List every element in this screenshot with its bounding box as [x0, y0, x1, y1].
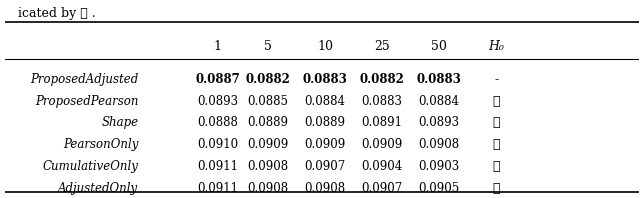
- Text: 1: 1: [214, 40, 221, 53]
- Text: ✗: ✗: [492, 95, 500, 108]
- Text: icated by ✓ .: icated by ✓ .: [18, 7, 96, 20]
- Text: 0.0893: 0.0893: [197, 95, 238, 108]
- Text: 0.0882: 0.0882: [246, 73, 291, 86]
- Text: 0.0909: 0.0909: [248, 138, 289, 151]
- Text: 0.0908: 0.0908: [248, 160, 289, 173]
- Text: 0.0885: 0.0885: [248, 95, 289, 108]
- Text: 0.0884: 0.0884: [419, 95, 460, 108]
- Text: Shape: Shape: [101, 116, 138, 129]
- Text: 0.0905: 0.0905: [419, 182, 460, 195]
- Text: ProposedPearson: ProposedPearson: [35, 95, 138, 108]
- Text: 5: 5: [264, 40, 272, 53]
- Text: 0.0911: 0.0911: [197, 182, 238, 195]
- Text: ✓: ✓: [492, 138, 500, 151]
- Text: 0.0911: 0.0911: [197, 160, 238, 173]
- Text: 0.0909: 0.0909: [362, 138, 403, 151]
- Text: 0.0904: 0.0904: [362, 160, 403, 173]
- Text: PearsonOnly: PearsonOnly: [63, 138, 138, 151]
- Text: 25: 25: [374, 40, 390, 53]
- Text: 0.0908: 0.0908: [419, 138, 460, 151]
- Text: 0.0889: 0.0889: [305, 116, 346, 129]
- Text: 0.0893: 0.0893: [419, 116, 460, 129]
- Text: 0.0883: 0.0883: [303, 73, 348, 86]
- Text: 0.0903: 0.0903: [419, 160, 460, 173]
- Text: 0.0907: 0.0907: [305, 160, 346, 173]
- Text: AdjustedOnly: AdjustedOnly: [58, 182, 138, 195]
- Text: 0.0882: 0.0882: [360, 73, 404, 86]
- Text: 0.0884: 0.0884: [305, 95, 346, 108]
- Text: 10: 10: [317, 40, 333, 53]
- Text: 0.0883: 0.0883: [362, 95, 403, 108]
- Text: 0.0883: 0.0883: [417, 73, 461, 86]
- Text: ✓: ✓: [492, 182, 500, 195]
- Text: CumulativeOnly: CumulativeOnly: [43, 160, 138, 173]
- Text: ✓: ✓: [492, 160, 500, 173]
- Text: 0.0910: 0.0910: [197, 138, 238, 151]
- Text: 0.0887: 0.0887: [195, 73, 240, 86]
- Text: 0.0888: 0.0888: [197, 116, 238, 129]
- Text: -: -: [494, 73, 498, 86]
- Text: 0.0909: 0.0909: [305, 138, 346, 151]
- Text: 50: 50: [431, 40, 447, 53]
- Text: 0.0908: 0.0908: [305, 182, 346, 195]
- Text: ProposedAdjusted: ProposedAdjusted: [30, 73, 138, 86]
- Text: ✓: ✓: [492, 116, 500, 129]
- Text: 0.0889: 0.0889: [248, 116, 289, 129]
- Text: 0.0891: 0.0891: [362, 116, 403, 129]
- Text: H₀: H₀: [488, 40, 504, 53]
- Text: 0.0907: 0.0907: [362, 182, 403, 195]
- Text: 0.0908: 0.0908: [248, 182, 289, 195]
